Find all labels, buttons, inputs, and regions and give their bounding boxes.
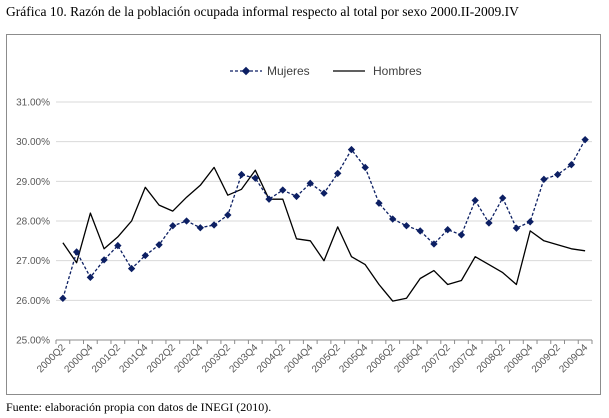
legend-hombres-label: Hombres	[373, 64, 422, 78]
mujeres-point	[498, 194, 507, 202]
x-tick-label: 2008Q4	[502, 342, 535, 375]
mujeres-point	[457, 231, 466, 239]
x-tick-label: 2006Q4	[392, 342, 425, 375]
mujeres-point	[114, 241, 122, 250]
x-tick-label: 2004Q4	[282, 342, 315, 375]
mujeres-point	[581, 136, 589, 144]
y-tick-label: 29.00%	[16, 177, 50, 188]
mujeres-point	[251, 174, 259, 182]
mujeres-point	[430, 240, 438, 248]
mujeres-line	[62, 139, 586, 299]
mujeres-point	[86, 273, 95, 282]
x-axis: 2000Q22000Q42001Q22001Q42002Q22002Q42003…	[35, 339, 593, 375]
mujeres-point	[292, 192, 301, 201]
mujeres-point	[553, 170, 562, 179]
y-tick-label: 31.00%	[16, 98, 50, 109]
y-tick-label: 25.00%	[16, 336, 50, 347]
x-tick-label: 2001Q2	[90, 342, 123, 375]
mujeres-point	[237, 170, 246, 179]
chart-title: Gráfica 10. Razón de la población ocupad…	[6, 4, 519, 19]
y-tick-label: 28.00%	[16, 217, 50, 228]
mujeres-point	[444, 226, 452, 234]
mujeres-point	[306, 179, 314, 187]
mujeres-point	[169, 222, 177, 230]
mujeres-point	[127, 264, 136, 273]
mujeres-point	[471, 196, 479, 205]
y-axis-ticks: 25.00% 26.00% 27.00% 28.00% 29.00% 30.00% 31.0…	[16, 98, 50, 347]
x-tick-label: 2007Q4	[447, 342, 480, 375]
mujeres-point	[224, 211, 232, 219]
mujeres-point	[320, 189, 328, 197]
x-tick-label: 2009Q2	[530, 342, 563, 375]
mujeres-point	[526, 218, 534, 226]
x-tick-label: 2006Q2	[365, 342, 398, 375]
hombres-line	[62, 166, 586, 302]
mujeres-point	[59, 294, 67, 303]
mujeres-point	[485, 219, 493, 227]
mujeres-point	[416, 227, 424, 235]
x-tick-label: 2004Q2	[255, 342, 288, 375]
mujeres-point	[540, 175, 548, 184]
legend: Mujeres Hombres	[230, 64, 422, 78]
x-tick-label: 2001Q4	[118, 342, 151, 375]
mujeres-point	[196, 224, 204, 232]
series-lines	[59, 136, 589, 303]
x-tick-label: 2002Q2	[145, 342, 178, 375]
source-note: Fuente: elaboración propia con datos de …	[6, 400, 272, 414]
chart-frame	[6, 34, 601, 395]
x-tick-label: 2000Q2	[35, 342, 68, 375]
mujeres-point	[141, 251, 150, 260]
legend-mujeres-label: Mujeres	[267, 64, 310, 78]
x-tick-label: 2000Q4	[63, 342, 96, 375]
mujeres-point	[279, 186, 287, 194]
x-tick-label: 2005Q2	[310, 342, 343, 375]
mujeres-point	[512, 224, 521, 232]
mujeres-point	[210, 221, 218, 229]
mujeres-point	[402, 222, 411, 230]
mujeres-point	[347, 145, 356, 154]
y-tick-label: 27.00%	[16, 256, 50, 267]
mujeres-point	[567, 160, 576, 169]
y-tick-label: 30.00%	[16, 137, 50, 148]
mujeres-point	[182, 217, 191, 225]
x-tick-label: 2003Q4	[227, 342, 260, 375]
gridlines	[56, 101, 592, 341]
x-tick-label: 2009Q4	[557, 342, 590, 375]
y-tick-label: 26.00%	[16, 296, 50, 307]
x-tick-label: 2007Q2	[420, 342, 453, 375]
legend-mujeres-marker	[241, 66, 251, 76]
x-tick-label: 2002Q4	[172, 342, 205, 375]
mujeres-point	[265, 195, 273, 203]
x-tick-label: 2005Q4	[337, 342, 370, 375]
x-tick-label: 2003Q2	[200, 342, 233, 375]
x-tick-label: 2008Q2	[475, 342, 508, 375]
